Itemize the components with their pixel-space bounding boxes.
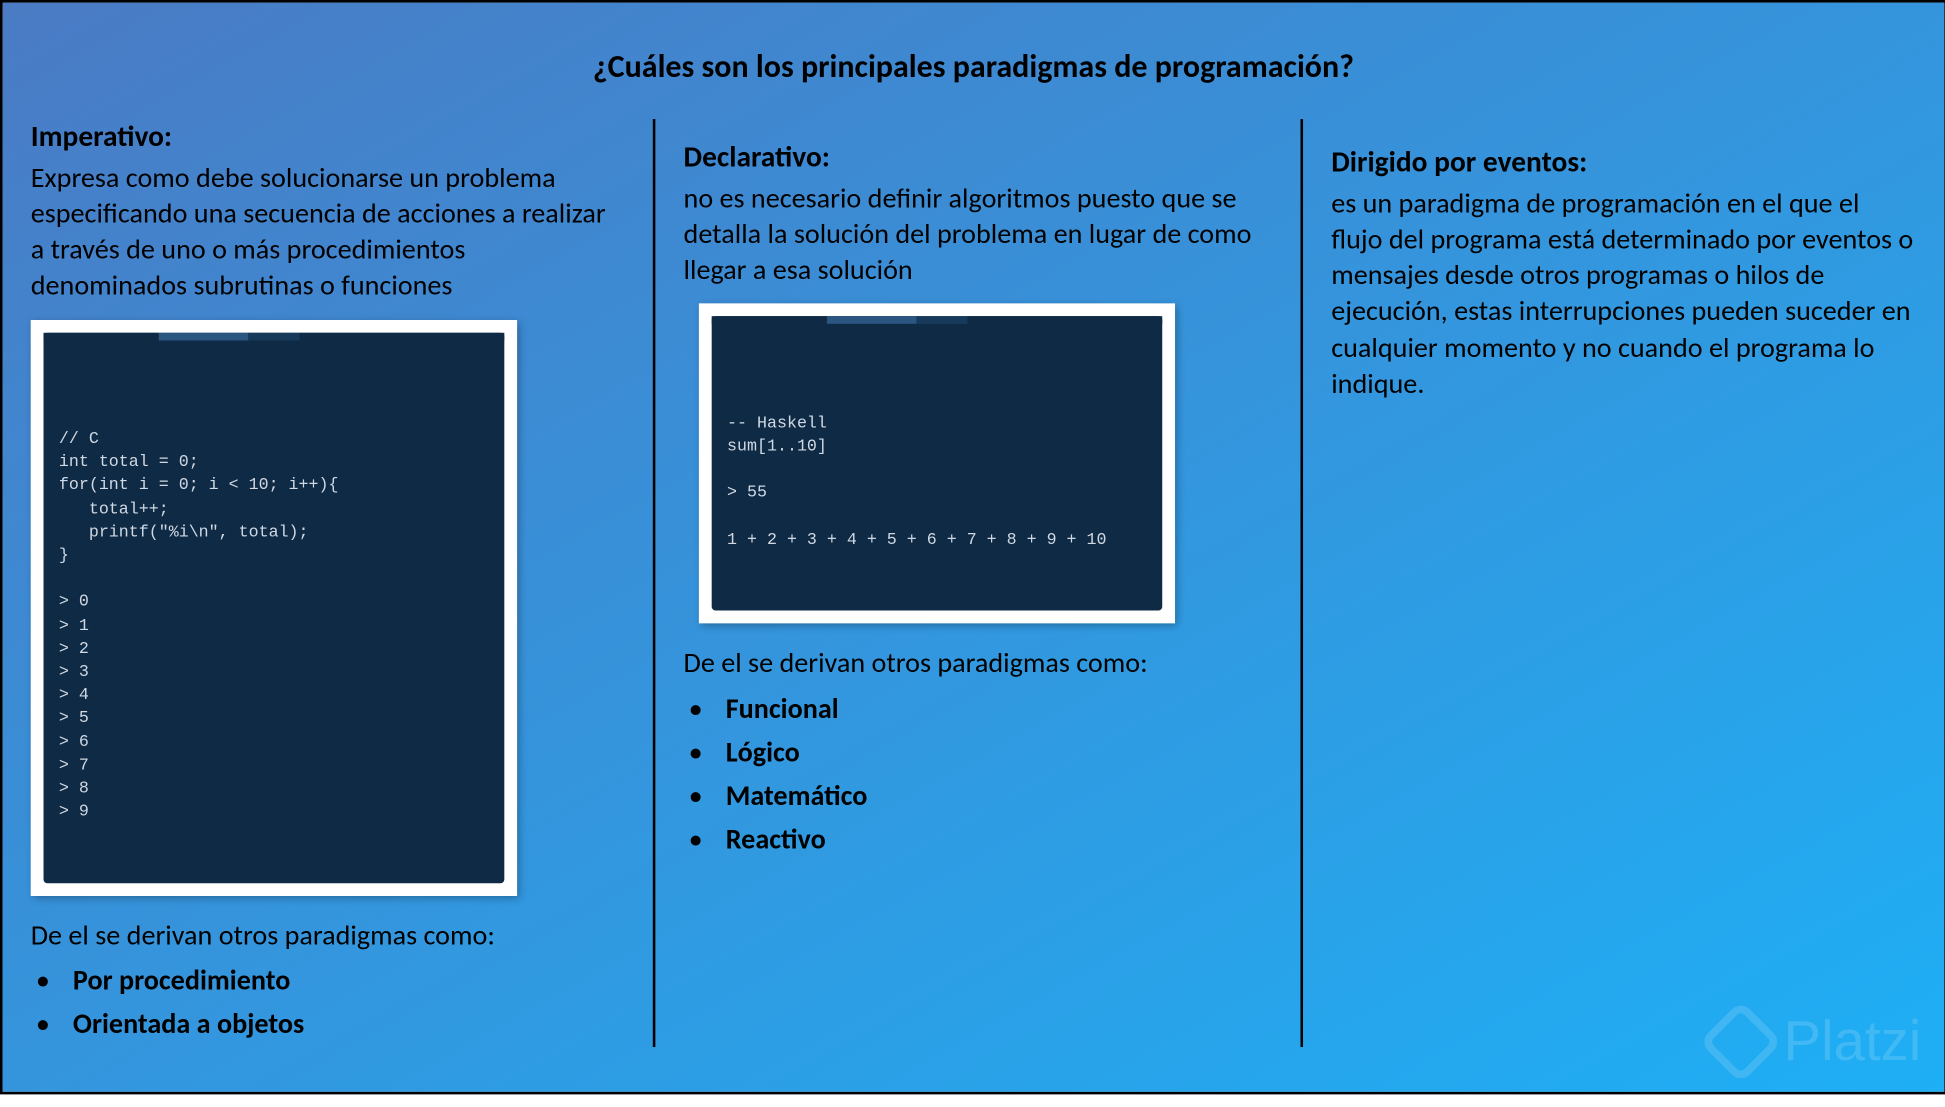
list-item: Orientada a objetos xyxy=(36,1003,625,1047)
code-content-haskell: -- Haskell sum[1..10] > 55 1 + 2 + 3 + 4… xyxy=(727,412,1147,552)
paradigm-list-imperative: Por procedimiento Orientada a objetos xyxy=(31,959,625,1046)
heading-imperative: Imperativo: xyxy=(31,119,625,157)
paradigm-list-declarative: Funcional Lógico Matemático Reactivo xyxy=(684,688,1273,863)
heading-declarative: Declarativo: xyxy=(684,140,1273,178)
divider-2 xyxy=(1300,119,1303,1046)
list-item: Por procedimiento xyxy=(36,959,625,1003)
derive-label-declarative: De el se derivan otros paradigmas como: xyxy=(684,644,1273,682)
code-content-c: // C int total = 0; for(int i = 0; i < 1… xyxy=(59,428,489,824)
slide-title: ¿Cuáles son los principales paradigmas d… xyxy=(31,46,1916,86)
watermark: Platzi xyxy=(1712,1010,1921,1074)
list-item: Funcional xyxy=(689,688,1273,732)
list-item: Matemático xyxy=(689,775,1273,819)
divider-1 xyxy=(653,119,656,1046)
heading-event-driven: Dirigido por eventos: xyxy=(1331,145,1915,183)
platzi-icon xyxy=(1700,1000,1783,1083)
code-box-haskell: -- Haskell sum[1..10] > 55 1 + 2 + 3 + 4… xyxy=(712,317,1163,611)
column-imperative: Imperativo: Expresa como debe solucionar… xyxy=(31,119,645,1046)
code-tab-bar xyxy=(44,332,505,340)
column-declarative: Declarativo: no es necesario definir alg… xyxy=(663,119,1293,1046)
desc-declarative: no es necesario definir algoritmos puest… xyxy=(684,180,1273,288)
code-box-c: // C int total = 0; for(int i = 0; i < 1… xyxy=(44,332,505,883)
desc-event-driven: es un paradigma de programación en el qu… xyxy=(1331,185,1915,401)
columns-container: Imperativo: Expresa como debe solucionar… xyxy=(31,119,1916,1046)
desc-imperative: Expresa como debe solucionarse un proble… xyxy=(31,160,625,304)
code-tab-bar xyxy=(712,317,1163,325)
list-item: Lógico xyxy=(689,731,1273,775)
column-event-driven: Dirigido por eventos: es un paradigma de… xyxy=(1311,119,1915,1046)
derive-label-imperative: De el se derivan otros paradigmas como: xyxy=(31,916,625,954)
list-item: Reactivo xyxy=(689,818,1273,862)
slide: ¿Cuáles son los principales paradigmas d… xyxy=(0,0,1945,1094)
code-frame-haskell: -- Haskell sum[1..10] > 55 1 + 2 + 3 + 4… xyxy=(699,304,1175,624)
code-frame-c: // C int total = 0; for(int i = 0; i < 1… xyxy=(31,319,517,895)
watermark-text: Platzi xyxy=(1784,1010,1922,1074)
